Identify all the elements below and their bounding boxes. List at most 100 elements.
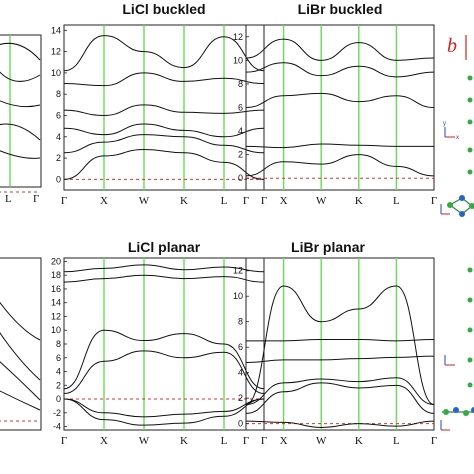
y-tick-label: 8 bbox=[238, 317, 243, 327]
band-line bbox=[245, 420, 435, 428]
kpoint-label: K bbox=[180, 195, 188, 207]
band-line bbox=[245, 377, 435, 406]
band-line bbox=[63, 104, 265, 116]
band-line bbox=[63, 329, 265, 390]
left-bottom-partial-panel bbox=[0, 257, 42, 431]
panel-licl-buckled: 0 2 4 6 8 10 12 14 Γ X W K L Γ LiCl buckled bbox=[51, 1, 267, 207]
left-top-ktick-gamma: Γ bbox=[33, 193, 39, 205]
y-tick-label: 10 bbox=[51, 325, 61, 335]
band-line bbox=[246, 339, 435, 342]
panel-title: LiBr buckled bbox=[298, 1, 383, 17]
band-line bbox=[63, 264, 265, 273]
y-tick-label: 12 bbox=[233, 266, 243, 276]
band-line bbox=[63, 149, 265, 180]
band-line bbox=[245, 355, 435, 363]
band-line bbox=[63, 398, 265, 426]
y-tick-label: 14 bbox=[51, 298, 61, 308]
kpoint-label: Γ bbox=[243, 195, 249, 207]
top-atom-chain bbox=[467, 75, 473, 175]
bottom-molecule-cluster bbox=[440, 407, 474, 431]
y-tick-label: 2 bbox=[238, 393, 243, 403]
bottom-atom-chain bbox=[467, 267, 473, 388]
left-top-partial-panel: L Γ bbox=[0, 34, 42, 205]
y-tick-label: 4 bbox=[56, 367, 61, 377]
band-line bbox=[63, 123, 265, 138]
y-tick-label: 8 bbox=[56, 89, 61, 99]
kpoint-label: W bbox=[139, 435, 150, 447]
y-tick-label: 6 bbox=[238, 103, 243, 113]
y-tick-label: 20 bbox=[51, 256, 61, 266]
band-line bbox=[63, 398, 265, 418]
kpoint-label: L bbox=[221, 195, 228, 207]
y-tick-label: 0 bbox=[56, 174, 61, 184]
kpoint-label: K bbox=[355, 195, 363, 207]
kpoint-label: W bbox=[139, 195, 150, 207]
y-tick-label: -2 bbox=[53, 408, 61, 418]
y-tick-label: 14 bbox=[51, 25, 61, 35]
y-tick-label: 4 bbox=[56, 132, 61, 142]
top-molecule-cluster bbox=[440, 195, 474, 217]
band-line bbox=[245, 92, 435, 108]
band-line bbox=[63, 134, 265, 154]
kpoint-label: W bbox=[316, 195, 327, 207]
band-line bbox=[63, 350, 265, 395]
y-tick-label: 6 bbox=[56, 353, 61, 363]
kpoint-label: K bbox=[355, 435, 363, 447]
band-line bbox=[245, 382, 435, 414]
kpoint-label: L bbox=[393, 195, 400, 207]
y-tick-label: 12 bbox=[51, 311, 61, 321]
kpoint-label: Γ bbox=[61, 195, 67, 207]
kpoint-label: X bbox=[100, 195, 108, 207]
panel-title: LiCl buckled bbox=[122, 1, 205, 17]
y-tick-label: 0 bbox=[238, 419, 243, 429]
y-tick-label: 4 bbox=[238, 368, 243, 378]
y-tick-label: 12 bbox=[233, 32, 243, 42]
kpoint-label: Γ bbox=[261, 195, 267, 207]
y-tick-label: 6 bbox=[56, 110, 61, 120]
y-tick-label: 2 bbox=[56, 380, 61, 390]
structure-column: b y x bbox=[440, 35, 474, 431]
axis-x-letter: x bbox=[456, 135, 459, 141]
axis-y-letter: y bbox=[443, 121, 446, 127]
band-line bbox=[63, 72, 265, 87]
band-line bbox=[245, 38, 435, 61]
kpoint-label: L bbox=[221, 435, 228, 447]
kpoint-label: L bbox=[393, 435, 400, 447]
left-top-ktick-l: L bbox=[5, 193, 12, 205]
kpoint-label: K bbox=[180, 435, 188, 447]
y-tick-label: 10 bbox=[51, 68, 61, 78]
band-line bbox=[63, 274, 265, 283]
kpoint-label: X bbox=[100, 435, 108, 447]
kpoint-label: W bbox=[316, 435, 327, 447]
y-tick-label: 2 bbox=[56, 153, 61, 163]
y-tick-label: 16 bbox=[51, 284, 61, 294]
panel-libr-buckled: 0 2 4 6 8 10 12 Γ X W K L Γ LiBr buckled bbox=[233, 1, 437, 207]
band-line bbox=[245, 285, 435, 406]
kpoint-label: Γ bbox=[243, 435, 249, 447]
panel-libr-planar: 0 2 4 6 8 10 12 Γ X W K L Γ LiBr planar bbox=[233, 239, 437, 447]
top-axes-icon: y x bbox=[443, 121, 459, 141]
panel-title: LiCl planar bbox=[128, 239, 201, 255]
y-tick-label: 6 bbox=[238, 342, 243, 352]
panel-label-b: b bbox=[447, 35, 457, 57]
y-tick-label: 2 bbox=[238, 150, 243, 160]
y-tick-label: 0 bbox=[56, 394, 61, 404]
y-tick-label: 10 bbox=[233, 55, 243, 65]
kpoint-label: X bbox=[280, 195, 288, 207]
y-tick-label: 0 bbox=[238, 173, 243, 183]
kpoint-label: Γ bbox=[261, 435, 267, 447]
kpoint-label: X bbox=[280, 435, 288, 447]
bottom-axes-icon bbox=[444, 355, 455, 366]
y-tick-label: 10 bbox=[233, 291, 243, 301]
y-tick-label: 18 bbox=[51, 270, 61, 280]
band-line bbox=[245, 62, 435, 78]
kpoint-label: Γ bbox=[61, 435, 67, 447]
y-tick-label: 4 bbox=[238, 126, 243, 136]
y-tick-label: 8 bbox=[238, 79, 243, 89]
y-tick-label: -4 bbox=[53, 422, 61, 432]
kpoint-label: Γ bbox=[431, 435, 437, 447]
band-line bbox=[245, 143, 434, 149]
y-tick-label: 12 bbox=[51, 47, 61, 57]
